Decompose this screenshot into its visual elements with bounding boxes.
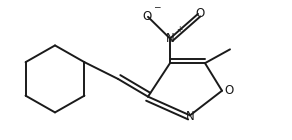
Text: −: − [153, 2, 161, 11]
Text: O: O [224, 84, 234, 97]
Text: N: N [166, 32, 174, 45]
Text: O: O [142, 10, 152, 23]
Text: N: N [186, 110, 194, 123]
Text: O: O [195, 7, 205, 20]
Text: +: + [176, 25, 182, 34]
